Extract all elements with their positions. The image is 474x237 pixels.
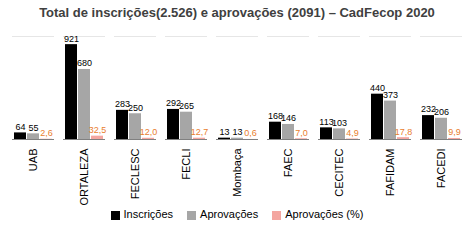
svg-text:32,5: 32,5 [89, 125, 107, 135]
svg-text:146: 146 [281, 113, 296, 123]
html-text:Total de inscrições(2.526) e a: Total de inscrições(2.526) e aprovações … [39, 5, 435, 20]
svg-text:13: 13 [232, 127, 242, 137]
svg-text:292: 292 [166, 98, 181, 109]
svg-text:FECLI: FECLI [180, 149, 192, 180]
svg-text:2,6: 2,6 [40, 128, 53, 138]
svg-text:283: 283 [115, 99, 130, 110]
svg-text:55: 55 [28, 123, 38, 133]
svg-text:FAEC: FAEC [282, 148, 294, 177]
svg-text:FACEDI: FACEDI [435, 149, 447, 189]
svg-text:168: 168 [268, 111, 283, 122]
svg-text:CECITEC: CECITEC [333, 148, 345, 196]
html-text:Aprovações: Aprovações [200, 208, 259, 220]
svg-text:FAFIDAM: FAFIDAM [384, 149, 396, 197]
svg-text:4,9: 4,9 [346, 128, 359, 138]
svg-text:206: 206 [434, 107, 449, 117]
svg-text:9,9: 9,9 [448, 127, 461, 137]
svg-text:FORTALEZA: FORTALEZA [78, 148, 90, 205]
svg-text:7,0: 7,0 [295, 128, 308, 138]
svg-text:UAB: UAB [27, 149, 39, 172]
svg-text:232: 232 [421, 104, 436, 115]
svg-text:0,6: 0,6 [244, 128, 257, 138]
svg-text:64: 64 [15, 122, 25, 132]
svg-text:Mombaça: Mombaça [231, 148, 243, 197]
svg-text:250: 250 [128, 103, 143, 113]
svg-text:265: 265 [179, 101, 194, 111]
svg-text:FECLESC: FECLESC [129, 148, 141, 199]
svg-text:13: 13 [219, 127, 229, 137]
html-text:Inscrições: Inscrições [123, 208, 174, 220]
svg-text:12,7: 12,7 [191, 127, 209, 137]
svg-text:921: 921 [64, 34, 79, 44]
svg-text:440: 440 [370, 83, 385, 94]
svg-text:373: 373 [383, 90, 398, 100]
svg-text:103: 103 [332, 118, 347, 128]
svg-text:12,0: 12,0 [140, 127, 158, 137]
svg-text:113: 113 [319, 116, 334, 127]
svg-text:680: 680 [77, 58, 92, 68]
svg-text:17,8: 17,8 [395, 127, 413, 137]
html-text:Aprovações (%): Aprovações (%) [285, 208, 364, 220]
